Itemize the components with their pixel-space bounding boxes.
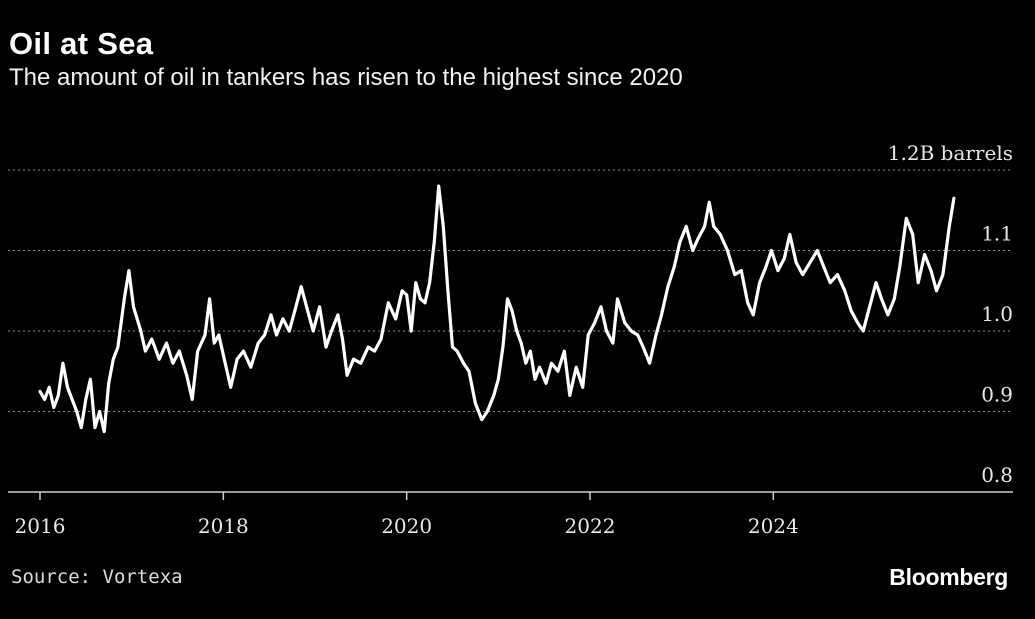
chart-title: Oil at Sea xyxy=(9,26,154,61)
bloomberg-logo: Bloomberg xyxy=(889,564,1008,590)
x-tick-label: 2016 xyxy=(15,514,66,538)
y-axis-labels: 0.8 0.9 1.0 1.1 1.2B barrels xyxy=(888,141,1013,487)
y-tick-label: 0.9 xyxy=(981,383,1013,407)
source-note: Source: Vortexa xyxy=(11,566,183,588)
y-tick-label: 1.1 xyxy=(981,222,1013,246)
x-tick-label: 2022 xyxy=(565,514,616,538)
x-tick-label: 2024 xyxy=(748,514,799,538)
y-tick-label: 1.2B barrels xyxy=(888,141,1013,165)
x-axis-labels: 2016 2018 2020 2022 2024 xyxy=(15,514,799,538)
series-line xyxy=(38,184,956,434)
y-tick-label: 1.0 xyxy=(981,302,1013,326)
series xyxy=(38,184,956,434)
x-tick-label: 2020 xyxy=(381,514,432,538)
x-tick-label: 2018 xyxy=(198,514,249,538)
gridlines xyxy=(8,169,1013,412)
x-axis xyxy=(8,491,1013,500)
y-tick-label: 0.8 xyxy=(981,463,1013,487)
chart-subtitle: The amount of oil in tankers has risen t… xyxy=(9,64,683,91)
